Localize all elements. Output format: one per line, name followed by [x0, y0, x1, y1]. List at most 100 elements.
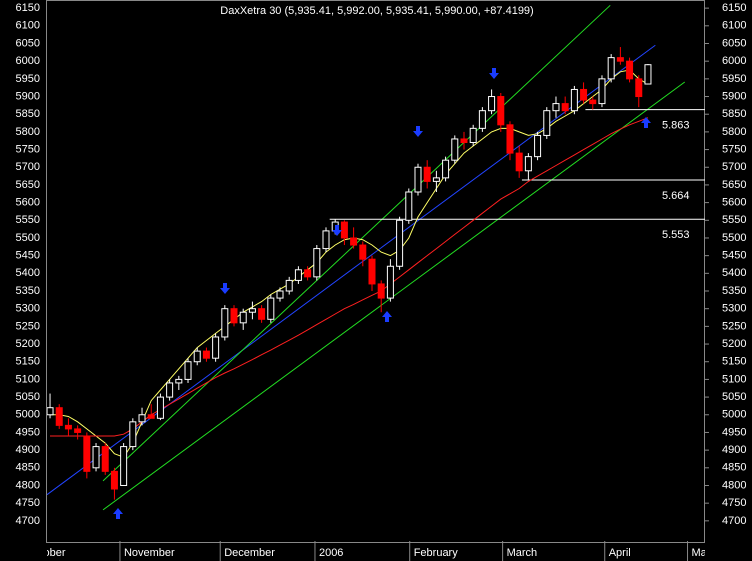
x-tick-label: May [692, 547, 713, 559]
y-tick-label-right: 5150 [722, 356, 746, 368]
candle-body [350, 237, 358, 246]
y-tick-label-right: 5000 [722, 409, 746, 421]
y-tick-label: 4700 [16, 515, 40, 527]
candle-body [644, 64, 652, 85]
candle-body [460, 138, 468, 143]
candle-body [138, 414, 146, 423]
candle-body [129, 421, 137, 448]
candle-body [414, 166, 422, 193]
y-tick-label-right: 5050 [722, 391, 746, 403]
y-tick-label: 5050 [16, 391, 40, 403]
candle-body [212, 336, 220, 359]
x-tick-label: 2006 [319, 547, 343, 559]
y-tick-label: 4750 [16, 497, 40, 509]
y-tick-label: 5200 [16, 338, 40, 350]
candle-body [92, 446, 100, 469]
y-tick-label-right: 5250 [722, 320, 746, 332]
x-tick-label: November [124, 547, 175, 559]
y-tick-label-right: 5200 [722, 338, 746, 350]
candle-body [478, 110, 486, 129]
y-tick-label-right: 4850 [722, 462, 746, 474]
x-tick-label: April [609, 547, 631, 559]
y-tick-label: 4900 [16, 444, 40, 456]
level-label: 5.553 [662, 229, 690, 241]
candle-body [368, 258, 376, 285]
y-tick-label-right: 5900 [722, 90, 746, 102]
y-tick-label-right: 4900 [722, 444, 746, 456]
chart-title: DaxXetra 30 (5,935.41, 5,992.00, 5,935.4… [220, 5, 533, 17]
trend-line [47, 44, 656, 496]
y-tick-label-right: 5650 [722, 179, 746, 191]
y-tick-label: 6000 [16, 55, 40, 67]
y-tick-label: 4950 [16, 426, 40, 438]
candle-body [120, 446, 128, 486]
candle-body [294, 269, 302, 281]
y-tick-label: 5900 [16, 90, 40, 102]
candle-body [626, 60, 634, 80]
y-tick-label-right: 5850 [722, 108, 746, 120]
y-tick-label-right: 5350 [722, 285, 746, 297]
y-tick-label-right: 4950 [722, 426, 746, 438]
level-label: 5.664 [662, 190, 690, 202]
y-tick-label-right: 6150 [722, 2, 746, 14]
y-tick-label: 5700 [16, 161, 40, 173]
y-tick-label: 5650 [16, 179, 40, 191]
y-tick-label-right: 5600 [722, 197, 746, 209]
y-tick-label: 6150 [16, 2, 40, 14]
candle-body [64, 424, 72, 430]
y-tick-label: 5000 [16, 409, 40, 421]
candle-body [156, 396, 164, 419]
candle-body [515, 152, 523, 172]
candle-body [534, 134, 542, 158]
candle-body [598, 78, 606, 105]
y-tick-label: 5950 [16, 73, 40, 85]
arrow-up [641, 117, 651, 128]
y-tick-label: 5500 [16, 232, 40, 244]
candle-body [193, 350, 201, 363]
candle-body [377, 283, 385, 299]
candle-body [432, 177, 440, 182]
y-tick-label-right: 5800 [722, 126, 746, 138]
candle-body [524, 156, 532, 172]
plot-frame [46, 0, 705, 543]
candle-body [285, 279, 293, 292]
y-tick-label: 5850 [16, 108, 40, 120]
candle-body [543, 110, 551, 136]
y-tick-label-right: 5500 [722, 232, 746, 244]
y-tick-label: 5250 [16, 320, 40, 332]
candle-body [74, 428, 82, 433]
candle-body [340, 221, 348, 239]
arrow-down [220, 283, 230, 294]
candle-body [101, 446, 109, 472]
candle-body [110, 470, 118, 490]
candle-body [488, 96, 496, 112]
y-tick-label: 5450 [16, 250, 40, 262]
x-tick-label: February [414, 547, 459, 559]
y-tick-label-right: 5100 [722, 373, 746, 385]
y-tick-label: 5550 [16, 214, 40, 226]
candle-body [552, 103, 560, 112]
candle-body [248, 308, 256, 313]
y-tick-label: 5750 [16, 143, 40, 155]
y-tick-label: 5300 [16, 303, 40, 315]
y-tick-label: 5150 [16, 356, 40, 368]
y-tick-label: 5350 [16, 285, 40, 297]
level-label: 5.863 [662, 120, 690, 132]
candle-body [451, 138, 459, 161]
candle-body [276, 290, 284, 299]
y-tick-label: 6050 [16, 37, 40, 49]
candle-body [423, 166, 431, 182]
candle-body [580, 88, 588, 101]
y-tick-label-right: 5450 [722, 250, 746, 262]
candle-body [184, 361, 192, 380]
candle-body [497, 96, 505, 126]
y-tick-label-right: 5550 [722, 214, 746, 226]
arrow-down [332, 225, 342, 236]
y-tick-label-right: 4800 [722, 479, 746, 491]
candle-body [230, 308, 238, 324]
candle-body [313, 248, 321, 278]
x-tick-label: December [224, 547, 275, 559]
candle-body [359, 244, 367, 260]
y-tick-label-right: 5700 [722, 161, 746, 173]
